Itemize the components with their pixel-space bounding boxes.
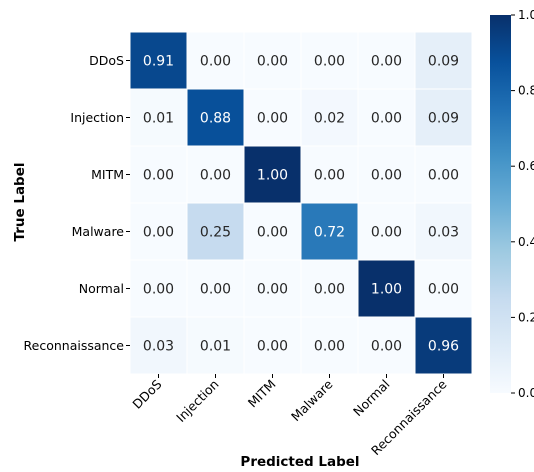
y-tick-label: Reconnaissance [24, 338, 125, 353]
heatmap-cell [357, 259, 416, 318]
cell-value-label: 0.00 [371, 225, 402, 241]
heatmap-cell [186, 145, 245, 204]
cell-value-label: 0.00 [143, 225, 174, 241]
heatmap-cell [414, 259, 473, 318]
cell-value-label: 0.00 [371, 54, 402, 70]
cell-value-label: 0.00 [314, 168, 345, 184]
heatmap-cell [186, 202, 245, 261]
y-tick-label: Malware [72, 224, 125, 239]
heatmap-cell [243, 202, 302, 261]
heatmap-cell [243, 259, 302, 318]
x-tick-label: Malware [288, 376, 336, 424]
colorbar-tick-label: 0.2 [518, 310, 534, 324]
colorbar-ticks: 0.0 0.2 0.4 0.6 0.8 1.0 [511, 8, 534, 400]
cell-value-label: 0.00 [257, 54, 288, 70]
cell-value-label: 0.00 [257, 225, 288, 241]
cell-value-label: 0.00 [428, 282, 459, 298]
heatmap-cell [129, 316, 188, 375]
heatmap-cell [129, 202, 188, 261]
colorbar-tick-label: 0.6 [518, 159, 534, 173]
y-tick-label: MITM [91, 167, 124, 182]
cell-value-label: 0.02 [314, 111, 345, 127]
y-axis-ticks: DDoS Injection MITM Malware Normal Reconnaiss… [24, 53, 130, 353]
cell-value-label: 0.01 [143, 111, 174, 127]
heatmap-cell [300, 145, 359, 204]
y-tick-label: DDoS [89, 53, 124, 68]
x-axis-ticks: DDoS Injection MITM Malware NormalReconnaiss… [129, 374, 450, 458]
cell-value-label: 0.72 [314, 225, 345, 241]
cell-value-label: 0.00 [200, 168, 231, 184]
heatmap-cell [300, 88, 359, 147]
cell-value-label: 0.00 [143, 168, 174, 184]
y-axis-title: True Label [12, 162, 28, 241]
cell-value-label: 0.00 [257, 339, 288, 355]
cell-value-label: 0.00 [143, 282, 174, 298]
cell-value-label: 0.03 [428, 225, 459, 241]
heatmap-cell [414, 88, 473, 147]
cell-value-label: 0.00 [314, 339, 345, 355]
cell-value-label: 0.25 [200, 225, 231, 241]
x-tick-label: MITM [245, 377, 279, 411]
heatmap-cell [186, 31, 245, 90]
colorbar-tick-label: 1.0 [518, 8, 534, 22]
cell-value-label: 1.00 [371, 282, 402, 298]
x-tick-label: Injection [173, 377, 222, 426]
cell-value-label: 0.96 [428, 339, 459, 355]
x-tick-label: DDoS [129, 376, 164, 411]
cell-value-label: 0.00 [314, 282, 345, 298]
heatmap-cell [129, 31, 188, 90]
x-tick-label: Normal [350, 377, 393, 420]
heatmap-cells [129, 31, 473, 375]
cell-value-label: 0.00 [314, 54, 345, 70]
y-tick-label: Injection [70, 110, 124, 125]
colorbar-tick-label: 0.0 [518, 386, 534, 400]
colorbar-tick-label: 0.8 [518, 84, 534, 98]
y-tick-label: Normal [79, 281, 124, 296]
colorbar-gradient [490, 15, 511, 393]
cell-value-label: 0.88 [200, 111, 231, 127]
cell-value-label: 0.00 [257, 282, 288, 298]
cell-value-label: 0.00 [428, 168, 459, 184]
heatmap-cell [414, 316, 473, 375]
cell-value-label: 0.91 [143, 54, 174, 70]
heatmap-cell [414, 31, 473, 90]
heatmap-cell [414, 202, 473, 261]
cell-value-label: 1.00 [257, 168, 288, 184]
colorbar: 0.0 0.2 0.4 0.6 0.8 1.0 [490, 8, 534, 400]
cell-value-label: 0.00 [371, 168, 402, 184]
cell-value-label: 0.00 [257, 111, 288, 127]
heatmap-cell [243, 31, 302, 90]
heatmap-cell [129, 259, 188, 318]
cell-value-label: 0.09 [428, 54, 459, 70]
heatmap-cell [414, 145, 473, 204]
x-axis-title: Predicted Label [240, 454, 359, 470]
cell-value-label: 0.00 [371, 111, 402, 127]
cell-value-label: 0.00 [200, 282, 231, 298]
cell-value-label: 0.09 [428, 111, 459, 127]
heatmap-cell [300, 202, 359, 261]
cell-value-label: 0.01 [200, 339, 231, 355]
heatmap-cell [300, 259, 359, 318]
cell-value-label: 0.03 [143, 339, 174, 355]
heatmap-cell [357, 145, 416, 204]
cell-value-label: 0.00 [200, 54, 231, 70]
heatmap-cell [186, 88, 245, 147]
colorbar-tick-label: 0.4 [518, 235, 534, 249]
heatmap-cell [357, 202, 416, 261]
cell-value-labels: 0.91 0.00 0.00 0.00 0.00 0.09 0.01 0.88 0.00 0.02… [143, 54, 459, 355]
cell-value-label: 0.00 [371, 339, 402, 355]
